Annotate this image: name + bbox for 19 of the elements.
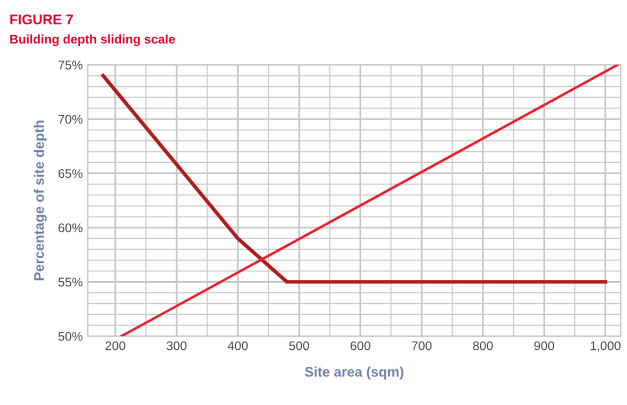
- chart-subtitle: Building depth sliding scale: [10, 34, 175, 46]
- x-tick-label: 1,000: [590, 341, 621, 352]
- y-tick-label: 55%: [58, 278, 82, 287]
- x-tick-label: 300: [166, 341, 187, 350]
- x-tick-label: 500: [289, 341, 310, 350]
- x-tick-label: 600: [350, 341, 370, 350]
- y-tick-label: 75%: [58, 60, 82, 70]
- x-tick-label: 400: [228, 341, 248, 350]
- x-tick-label: 700: [412, 341, 432, 350]
- y-tick-label: 65%: [58, 169, 82, 178]
- x-tick-label: 200: [106, 341, 126, 350]
- y-tick-label: 60%: [58, 223, 82, 232]
- x-axis-title: Site area (sqm): [304, 366, 404, 380]
- x-tick-label: 800: [473, 341, 493, 350]
- y-tick-label: 50%: [58, 332, 82, 341]
- y-axis-title: Percentage of site depth: [34, 120, 47, 280]
- chart-title: FIGURE 7: [10, 14, 73, 24]
- x-tick-label: 900: [534, 341, 554, 350]
- y-tick-label: 70%: [58, 114, 82, 124]
